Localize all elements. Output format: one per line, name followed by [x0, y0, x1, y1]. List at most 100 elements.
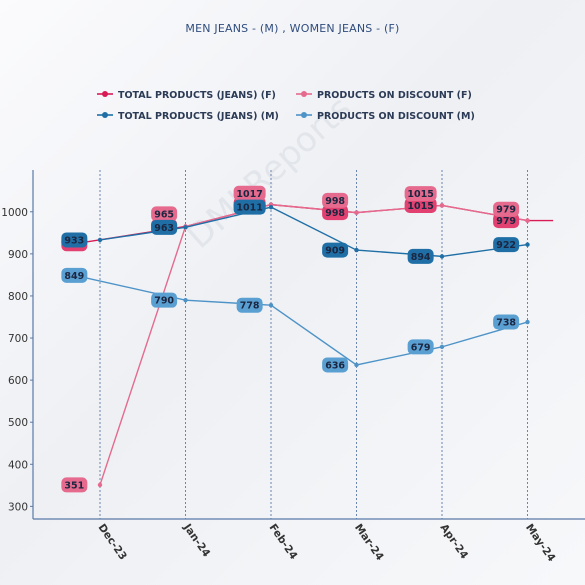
y-tick-label: 300 — [8, 501, 28, 513]
data-label-pill — [407, 339, 434, 355]
data-label: 998 — [322, 205, 349, 221]
data-label-text: 909 — [325, 246, 345, 257]
data-label-text: 922 — [496, 240, 516, 251]
data-label-text: 965 — [154, 209, 174, 220]
data-label-pill — [404, 186, 437, 202]
legend-label: PRODUCTS ON DISCOUNT (M) — [317, 111, 475, 122]
data-point — [525, 242, 530, 247]
data-label: 679 — [407, 339, 434, 355]
series-line — [99, 203, 528, 486]
data-label-pill — [151, 206, 178, 222]
data-label-text: 351 — [64, 480, 84, 491]
legend-swatch-marker — [301, 112, 307, 118]
series-line — [74, 203, 528, 245]
data-label: 922 — [493, 237, 520, 253]
data-label-text: 849 — [64, 271, 84, 282]
data-label-text: 998 — [325, 196, 345, 207]
data-label: 965 — [151, 206, 178, 222]
data-label-text: 998 — [325, 208, 345, 219]
y-tick-label: 700 — [8, 333, 28, 345]
data-label: 1017 — [233, 185, 266, 201]
data-label-text: 790 — [154, 296, 174, 307]
x-tick-label: May-24 — [523, 522, 558, 564]
data-label: 1015 — [404, 197, 437, 213]
y-tick-label: 600 — [8, 375, 28, 387]
data-point — [354, 362, 359, 368]
data-point — [183, 297, 188, 303]
data-label-text: 1011 — [236, 203, 262, 214]
data-label: 963 — [151, 219, 178, 235]
data-label-text: 738 — [496, 318, 516, 329]
y-tick-label: 900 — [8, 249, 28, 261]
data-point — [525, 218, 530, 223]
data-point — [97, 237, 103, 243]
data-label-pill — [407, 248, 434, 264]
legend-swatch-marker — [102, 91, 108, 97]
data-label-text: 963 — [154, 223, 174, 234]
x-tick-label: Mar-24 — [352, 522, 386, 563]
data-point — [439, 254, 445, 259]
x-tick-label: Apr-24 — [438, 522, 471, 561]
y-tick-label: 800 — [8, 291, 28, 303]
data-label: 738 — [493, 314, 520, 330]
x-tick-label: Jan-24 — [180, 521, 212, 559]
data-point — [354, 247, 359, 253]
chart-title: MEN JEANS - (M) , WOMEN JEANS - (F) — [185, 22, 400, 35]
data-label-text: 636 — [325, 360, 345, 371]
y-tick-label: 1000 — [1, 207, 28, 219]
data-point — [183, 225, 188, 230]
data-point — [439, 344, 445, 350]
y-tick-label: 500 — [8, 417, 28, 429]
data-label: 636 — [322, 357, 349, 373]
legend-item: PRODUCTS ON DISCOUNT (M) — [296, 111, 475, 122]
data-point — [525, 319, 530, 325]
data-label: 998 — [322, 192, 349, 208]
data-label-pill — [404, 197, 437, 213]
data-label-pill — [233, 185, 266, 201]
data-point — [268, 204, 274, 210]
x-tick-label: Feb-24 — [267, 522, 300, 562]
data-point — [97, 482, 103, 488]
data-point — [439, 203, 445, 208]
data-label: 894 — [407, 248, 434, 264]
data-label-pill — [61, 267, 88, 283]
data-label-pill — [151, 219, 178, 235]
data-label-text: 979 — [496, 216, 516, 227]
data-label: 790 — [151, 292, 178, 308]
data-label-pill — [322, 192, 349, 208]
legend-label: TOTAL PRODUCTS (JEANS) (M) — [118, 111, 279, 122]
data-label: 1015 — [404, 186, 437, 202]
data-label-pill — [236, 297, 263, 313]
data-label-pill — [493, 237, 520, 253]
data-label-text: 894 — [411, 252, 431, 263]
legend-item: TOTAL PRODUCTS (JEANS) (F) — [97, 90, 276, 101]
data-label-text: 933 — [64, 235, 84, 246]
x-tick-label: Dec-23 — [96, 522, 129, 562]
legend-swatch-marker — [102, 112, 108, 118]
data-label-pill — [493, 201, 520, 217]
legend-swatch-marker — [301, 91, 307, 97]
data-label-pill — [61, 232, 88, 248]
data-point — [268, 303, 274, 308]
data-label: 849 — [61, 267, 88, 283]
data-label-pill — [493, 314, 520, 330]
data-label: 1011 — [233, 199, 266, 215]
data-label-pill — [151, 292, 178, 308]
data-label: 909 — [322, 242, 349, 258]
legend-label: TOTAL PRODUCTS (JEANS) (F) — [118, 90, 276, 101]
legend-item: PRODUCTS ON DISCOUNT (F) — [296, 90, 472, 101]
data-label-pill — [322, 357, 349, 373]
data-label-text: 679 — [411, 342, 431, 353]
data-label-text: 1015 — [407, 201, 433, 212]
data-label-pill — [233, 199, 266, 215]
data-point — [354, 210, 359, 215]
data-label: 979 — [493, 201, 520, 217]
legend-label: PRODUCTS ON DISCOUNT (F) — [317, 90, 472, 101]
data-label: 351 — [61, 477, 88, 493]
data-label-text: 979 — [496, 205, 516, 216]
data-label: 979 — [493, 213, 520, 229]
data-label-pill — [322, 205, 349, 221]
data-label-pill — [61, 477, 88, 493]
data-label-text: 778 — [240, 301, 260, 312]
